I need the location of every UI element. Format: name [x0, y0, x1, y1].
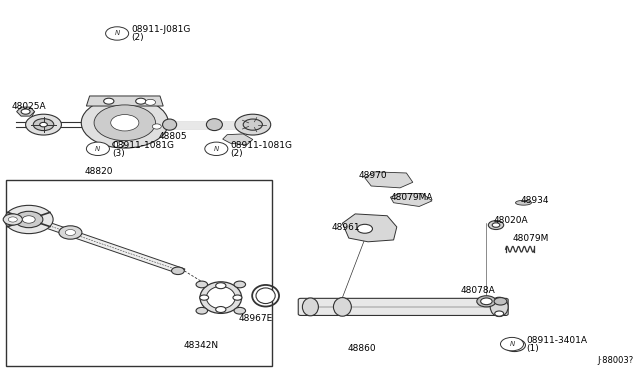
Text: 48025A: 48025A — [12, 102, 46, 110]
Text: 08911-J081G: 08911-J081G — [131, 25, 191, 34]
Text: 48934: 48934 — [520, 196, 548, 205]
Text: 48342N: 48342N — [184, 341, 219, 350]
Polygon shape — [342, 214, 397, 242]
Circle shape — [8, 217, 17, 222]
Text: N: N — [214, 146, 219, 152]
Circle shape — [40, 122, 47, 127]
Circle shape — [243, 119, 262, 130]
Circle shape — [200, 295, 209, 300]
Circle shape — [4, 205, 53, 234]
Circle shape — [94, 105, 156, 141]
Circle shape — [504, 339, 525, 352]
Text: J·88003?: J·88003? — [597, 356, 634, 365]
Text: 48020A: 48020A — [493, 216, 528, 225]
Circle shape — [104, 98, 114, 104]
Circle shape — [81, 97, 168, 148]
Circle shape — [26, 114, 61, 135]
Circle shape — [492, 223, 500, 227]
Circle shape — [106, 27, 129, 40]
Circle shape — [216, 283, 226, 289]
Text: 08911-1081G: 08911-1081G — [112, 141, 174, 150]
Text: 48805: 48805 — [159, 132, 187, 141]
Ellipse shape — [206, 119, 223, 131]
Text: 48079MA: 48079MA — [390, 193, 433, 202]
Text: (1): (1) — [526, 344, 539, 353]
Ellipse shape — [206, 286, 236, 309]
Circle shape — [3, 214, 22, 225]
Circle shape — [21, 109, 30, 114]
Circle shape — [145, 99, 156, 105]
Circle shape — [234, 307, 246, 314]
Ellipse shape — [163, 119, 177, 130]
Ellipse shape — [516, 200, 531, 205]
Circle shape — [500, 337, 524, 351]
Polygon shape — [223, 134, 253, 145]
Text: N: N — [115, 31, 120, 36]
Text: 48078A: 48078A — [461, 286, 495, 295]
Polygon shape — [23, 215, 185, 274]
Circle shape — [111, 115, 139, 131]
Text: (2): (2) — [230, 149, 243, 158]
Polygon shape — [365, 172, 413, 188]
Ellipse shape — [256, 288, 275, 304]
Circle shape — [196, 281, 207, 288]
Text: 08911-1081G: 08911-1081G — [230, 141, 292, 150]
Circle shape — [15, 211, 43, 228]
Circle shape — [65, 230, 76, 235]
Ellipse shape — [490, 297, 508, 317]
Circle shape — [357, 224, 372, 233]
FancyBboxPatch shape — [298, 298, 508, 315]
Text: N: N — [509, 341, 515, 347]
Text: (2): (2) — [131, 33, 144, 42]
Text: 48860: 48860 — [348, 344, 376, 353]
Text: 08911-3401A: 08911-3401A — [526, 336, 587, 345]
Text: N: N — [95, 146, 100, 152]
Circle shape — [494, 298, 507, 305]
Circle shape — [205, 142, 228, 155]
Circle shape — [477, 296, 496, 307]
Circle shape — [216, 307, 226, 312]
Circle shape — [136, 98, 146, 104]
Polygon shape — [86, 96, 163, 106]
Circle shape — [235, 114, 271, 135]
Ellipse shape — [333, 298, 351, 316]
Circle shape — [86, 142, 109, 155]
Text: (3): (3) — [112, 149, 125, 158]
Circle shape — [22, 216, 35, 223]
Circle shape — [59, 226, 82, 239]
Text: 48970: 48970 — [359, 171, 387, 180]
Circle shape — [488, 221, 504, 230]
Ellipse shape — [302, 298, 319, 316]
Circle shape — [113, 141, 124, 148]
Text: N: N — [512, 342, 517, 348]
Circle shape — [481, 298, 492, 305]
Circle shape — [196, 307, 207, 314]
Circle shape — [234, 281, 246, 288]
Text: 48967E: 48967E — [239, 314, 273, 323]
Bar — [6, 180, 272, 366]
Polygon shape — [390, 193, 432, 206]
Text: 48079M: 48079M — [513, 234, 549, 243]
Circle shape — [172, 267, 184, 275]
Circle shape — [233, 295, 242, 300]
Circle shape — [495, 298, 504, 303]
Circle shape — [152, 124, 161, 129]
Text: 48961: 48961 — [332, 223, 360, 232]
Circle shape — [33, 119, 54, 131]
Text: 48820: 48820 — [85, 167, 113, 176]
Ellipse shape — [200, 282, 242, 313]
Circle shape — [495, 311, 504, 316]
